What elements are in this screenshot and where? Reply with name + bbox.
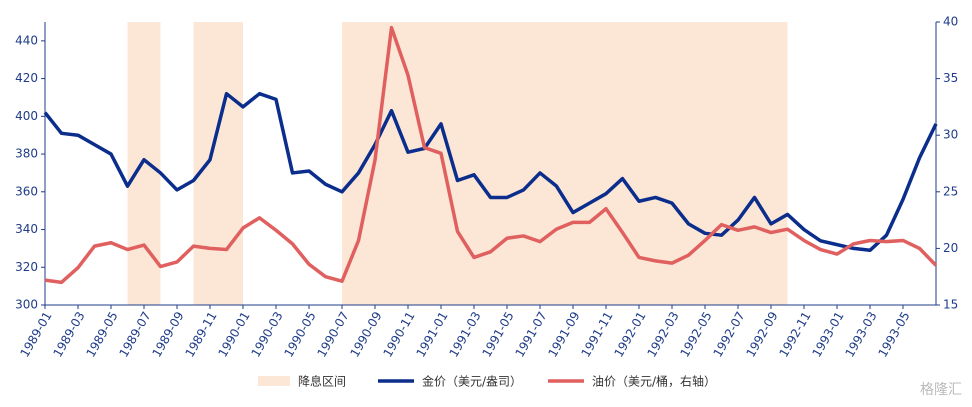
x-tick-label: 1989-05 (83, 309, 120, 359)
legend-label: 油价（美元/桶，右轴） (592, 374, 716, 389)
y-tick-label: 320 (15, 260, 38, 274)
y-tick-label: 440 (15, 33, 38, 47)
y2-tick-label: 35 (943, 71, 958, 85)
x-tick-label: 1992-01 (611, 309, 648, 359)
shaded-period (193, 22, 243, 305)
y2-tick-label: 25 (943, 184, 958, 198)
x-tick-label: 1992-11 (776, 309, 813, 359)
x-tick-label: 1992-05 (677, 309, 714, 359)
x-tick-label: 1991-01 (413, 309, 450, 359)
series-line (44, 25, 938, 285)
legend-swatch (258, 376, 290, 386)
x-tick-label: 1991-03 (446, 309, 483, 359)
x-tick-label: 1990-07 (314, 309, 351, 359)
x-tick-label: 1990-05 (281, 309, 318, 359)
y-tick-label: 420 (15, 71, 38, 85)
x-tick-label: 1990-11 (380, 309, 417, 359)
y2-tick-label: 40 (943, 15, 958, 29)
x-tick-label: 1989-09 (149, 309, 186, 359)
y2-tick-label: 20 (943, 241, 958, 255)
legend-label: 降息区间 (298, 374, 346, 389)
legend-label: 金价（美元/盎司） (422, 374, 522, 389)
x-tick-label: 1993-01 (809, 309, 846, 359)
x-tick-label: 1991-09 (545, 309, 582, 359)
x-tick-label: 1989-03 (50, 309, 87, 359)
y2-tick-label: 30 (943, 128, 958, 142)
x-tick-label: 1991-11 (578, 309, 615, 359)
x-tick-label: 1989-11 (182, 309, 219, 359)
x-tick-label: 1993-05 (875, 309, 912, 359)
x-tick-label: 1990-03 (248, 309, 285, 359)
y-tick-label: 380 (15, 147, 38, 161)
y-tick-label: 360 (15, 184, 38, 198)
x-tick-label: 1992-09 (743, 309, 780, 359)
x-tick-label: 1989-07 (116, 309, 153, 359)
y-tick-label: 300 (15, 298, 38, 312)
legend: 降息区间 金价（美元/盎司） 油价（美元/桶，右轴） (258, 374, 716, 389)
x-tick-label: 1993-03 (842, 309, 879, 359)
x-tick-label: 1989-01 (17, 309, 54, 359)
series-line (43, 91, 938, 253)
watermark: 格隆汇 (920, 382, 962, 398)
x-tick-label: 1992-07 (710, 309, 747, 359)
x-tick-label: 1990-09 (347, 309, 384, 359)
y-tick-label: 400 (15, 109, 38, 123)
y2-tick-label: 15 (943, 298, 958, 312)
y-tick-label: 340 (15, 222, 38, 236)
x-tick-label: 1991-07 (512, 309, 549, 359)
x-tick-label: 1991-05 (479, 309, 516, 359)
shaded-period (342, 22, 788, 305)
x-tick-label: 1990-01 (215, 309, 252, 359)
x-tick-label: 1992-03 (644, 309, 681, 359)
